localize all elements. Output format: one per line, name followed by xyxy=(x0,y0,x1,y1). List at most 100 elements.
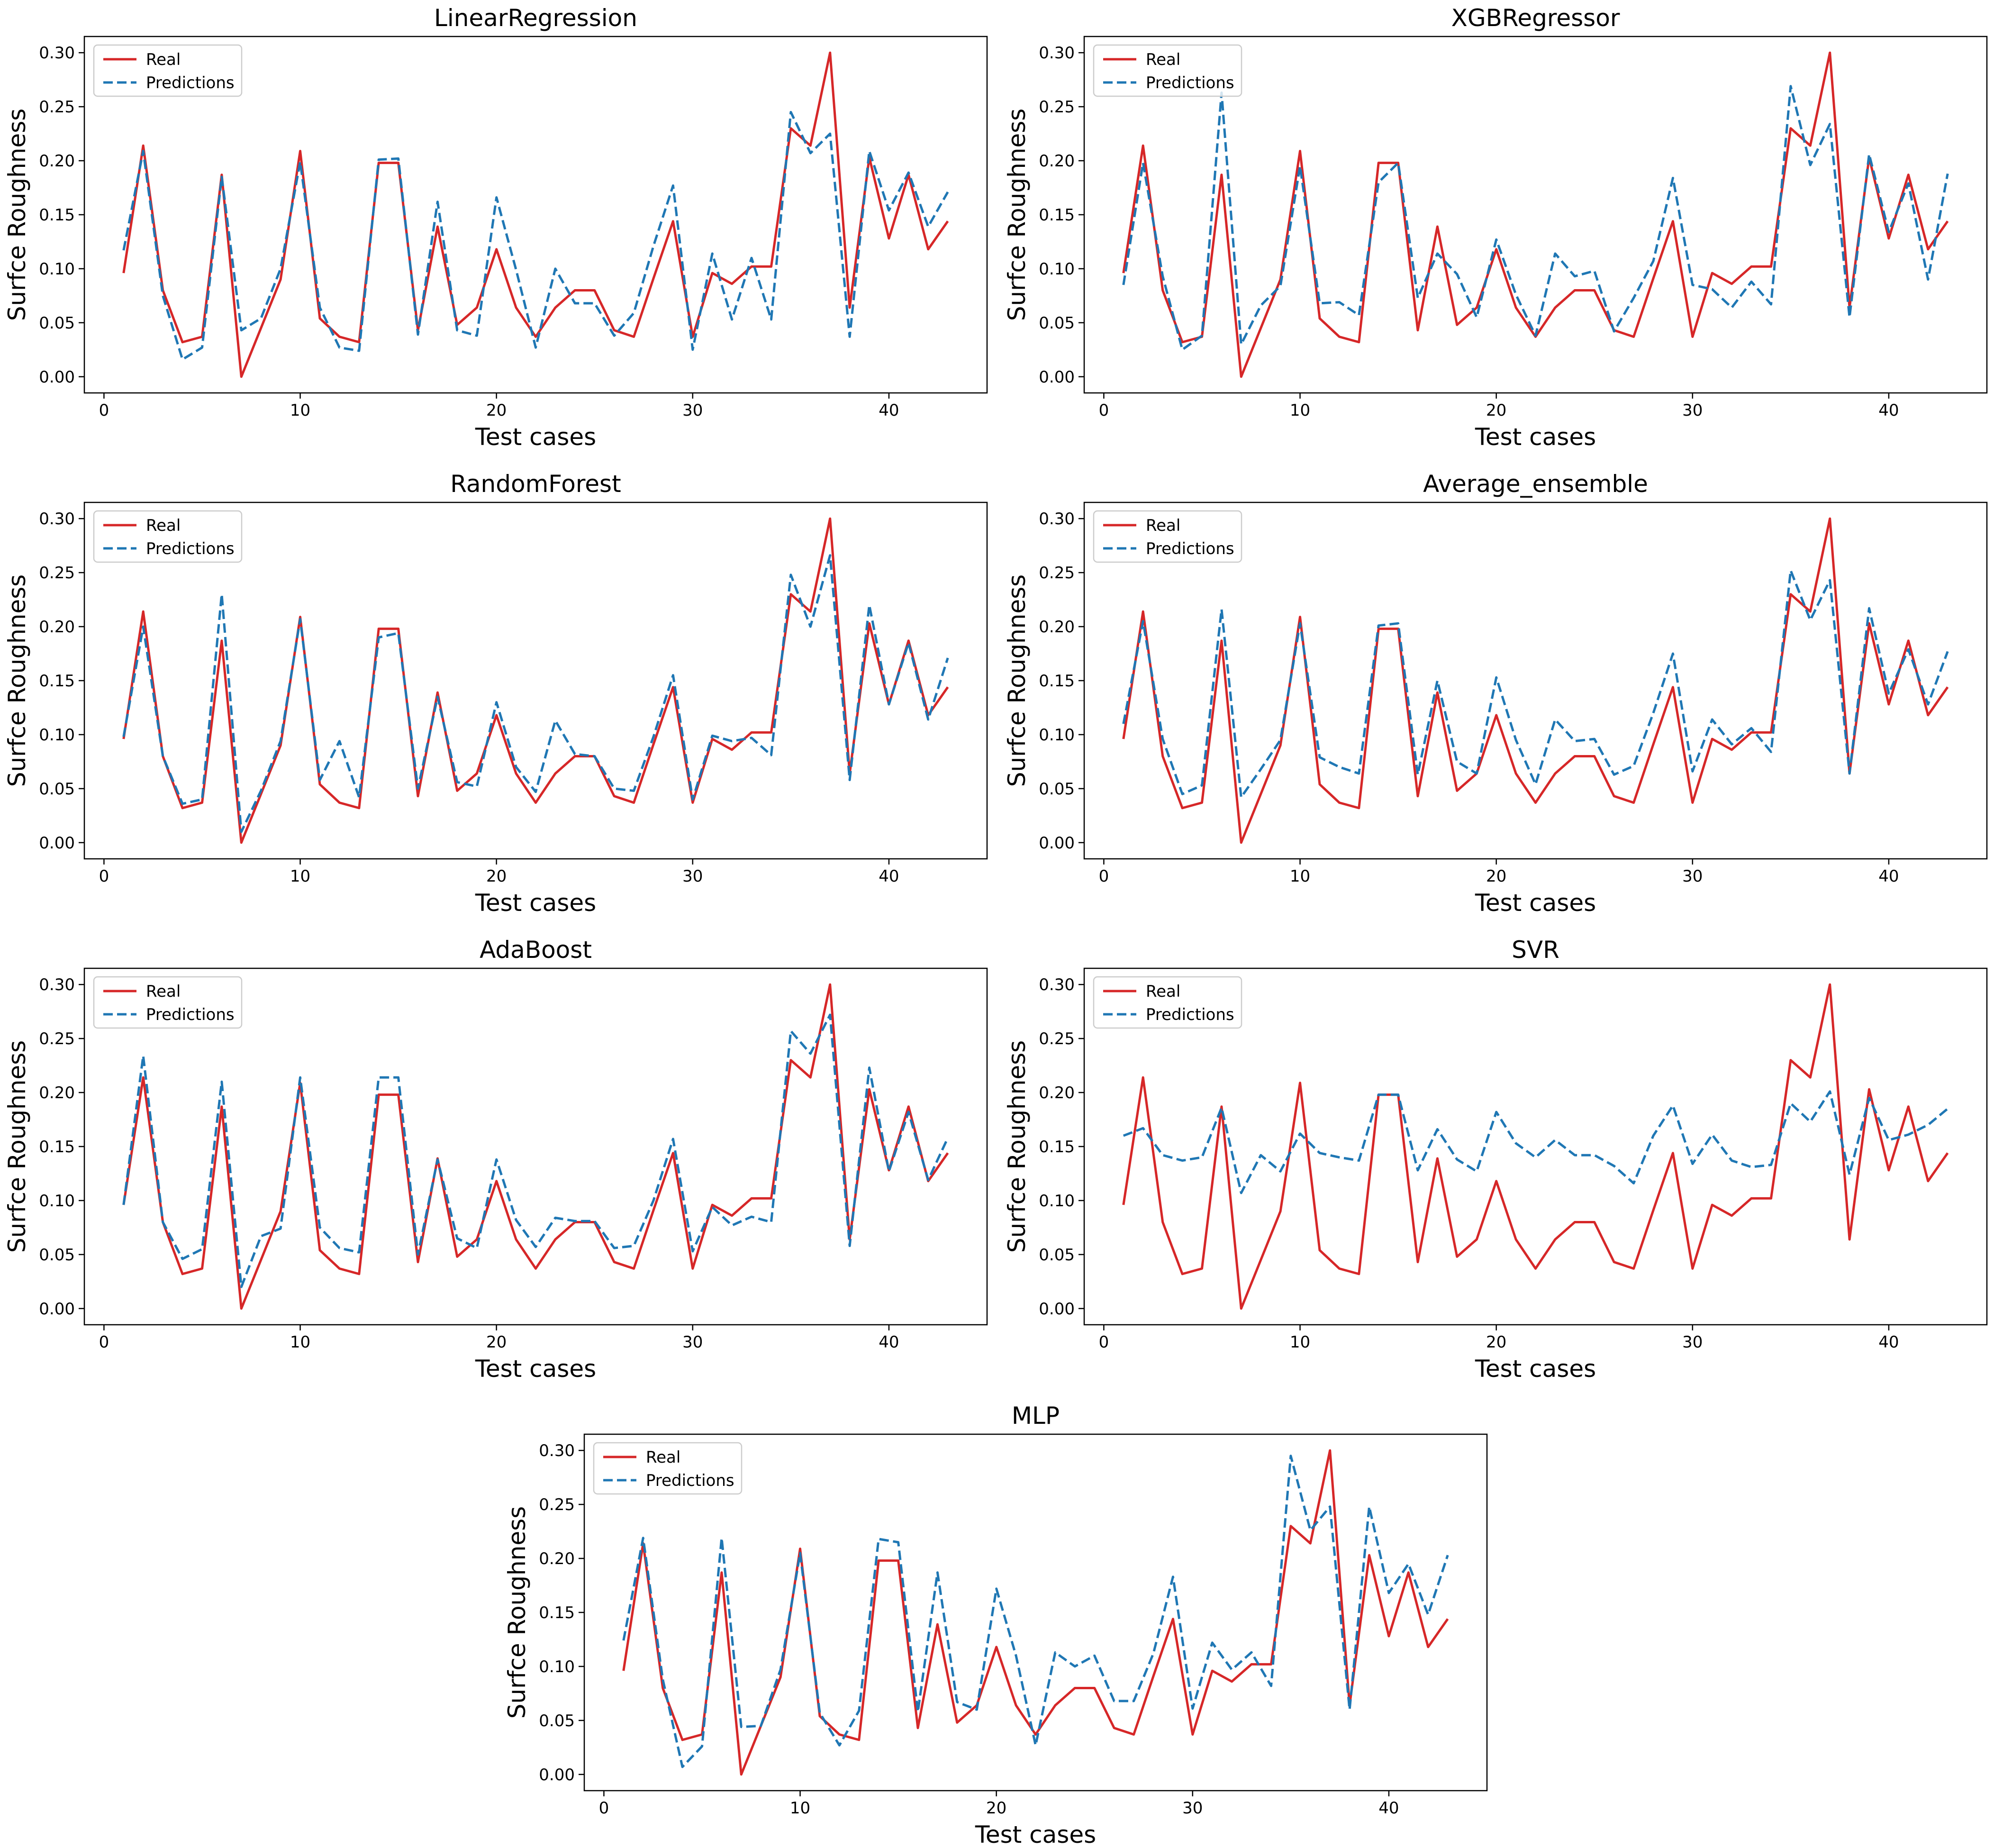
y-axis-label: Surfce Roughness xyxy=(1003,1040,1031,1253)
y-tick-label: 0.25 xyxy=(1039,1029,1075,1048)
y-tick-label: 0.00 xyxy=(1039,368,1075,387)
y-tick-label: 0.00 xyxy=(39,1300,75,1319)
x-axis-label: Test cases xyxy=(1475,1355,1596,1383)
legend: Real Predictions xyxy=(93,976,243,1029)
y-tick-label: 0.10 xyxy=(539,1657,575,1676)
y-axis-label: Surfce Roughness xyxy=(1003,109,1031,321)
x-tick-label: 40 xyxy=(1878,867,1899,886)
panel-3: Average_ensemble 0 10 20 30 40 0.00 0.05 0.10 0.1… xyxy=(1003,470,1988,917)
panel-title: Average_ensemble xyxy=(1423,470,1648,498)
y-tick-label: 0.25 xyxy=(1039,98,1075,117)
y-tick-label: 0.25 xyxy=(539,1495,575,1514)
panel-title: LinearRegression xyxy=(434,4,637,32)
x-tick-label: 10 xyxy=(790,1799,810,1818)
y-tick-label: 0.25 xyxy=(39,564,75,583)
x-tick-label: 40 xyxy=(1378,1799,1399,1818)
predictions-line xyxy=(122,1013,949,1288)
legend-real-label: Real xyxy=(146,982,181,1001)
x-axis-label: Test cases xyxy=(475,423,596,451)
predictions-line xyxy=(622,1455,1449,1768)
x-tick-label: 0 xyxy=(99,401,109,420)
panel-5: SVR 0 10 20 30 40 0.00 0.05 0.10 0.15 0.20 0.25 0.30… xyxy=(1003,936,1988,1383)
x-tick-label: 40 xyxy=(879,867,899,886)
y-tick-label: 0.15 xyxy=(39,206,75,225)
x-tick-label: 0 xyxy=(1099,867,1109,886)
y-tick-label: 0.30 xyxy=(39,44,75,63)
legend-real-label: Real xyxy=(1146,516,1180,535)
x-axis-label: Test cases xyxy=(1475,889,1596,917)
x-tick-label: 40 xyxy=(879,1333,899,1352)
panel-4: AdaBoost 0 10 20 30 40 0.00 0.05 0.10 0.15 0.20 0.2… xyxy=(3,936,988,1383)
legend: Real Predictions xyxy=(1093,44,1242,97)
x-tick-label: 30 xyxy=(682,867,703,886)
x-tick-label: 10 xyxy=(1290,1333,1310,1352)
y-tick-label: 0.10 xyxy=(1039,1192,1075,1211)
y-tick-label: 0.05 xyxy=(539,1711,575,1730)
legend-predictions-label: Predictions xyxy=(146,73,235,92)
y-tick-label: 0.10 xyxy=(1039,726,1075,745)
y-tick-label: 0.25 xyxy=(39,98,75,117)
legend: Real Predictions xyxy=(93,44,243,97)
legend-predictions-label: Predictions xyxy=(146,1005,235,1024)
y-tick-label: 0.15 xyxy=(39,672,75,691)
legend-real-label: Real xyxy=(146,50,181,69)
x-tick-label: 10 xyxy=(1290,867,1310,886)
legend-predictions-label: Predictions xyxy=(646,1471,734,1490)
y-tick-label: 0.05 xyxy=(1039,314,1075,333)
x-tick-label: 20 xyxy=(986,1799,1006,1818)
y-tick-label: 0.30 xyxy=(1039,510,1075,528)
panel-title: AdaBoost xyxy=(480,936,592,964)
y-axis-label: Surfce Roughness xyxy=(3,1040,31,1253)
predictions-line xyxy=(122,554,949,833)
panel-title: RandomForest xyxy=(450,470,621,498)
y-axis-label: Surfce Roughness xyxy=(3,574,31,787)
legend-predictions-label: Predictions xyxy=(1146,1005,1234,1024)
y-tick-label: 0.00 xyxy=(539,1766,575,1784)
legend: Real Predictions xyxy=(593,1442,743,1495)
x-tick-label: 20 xyxy=(1486,401,1506,420)
x-axis-label: Test cases xyxy=(475,1355,596,1383)
x-tick-label: 20 xyxy=(486,867,507,886)
panel-1: XGBRegressor 0 10 20 30 40 0.00 0.05 0.10 0.15 0.2… xyxy=(1003,4,1988,451)
y-tick-label: 0.15 xyxy=(539,1603,575,1622)
y-tick-label: 0.30 xyxy=(539,1441,575,1460)
y-tick-label: 0.05 xyxy=(39,1246,75,1265)
real-line xyxy=(122,983,949,1310)
x-tick-label: 0 xyxy=(99,867,109,886)
y-tick-label: 0.05 xyxy=(1039,780,1075,799)
panel-title: MLP xyxy=(1012,1402,1060,1429)
x-tick-label: 30 xyxy=(682,1333,703,1352)
predictions-line xyxy=(1123,1090,1949,1194)
panel-title: SVR xyxy=(1512,936,1559,964)
x-axis-label: Test cases xyxy=(475,889,596,917)
y-axis-label: Surfce Roughness xyxy=(3,109,31,321)
x-tick-label: 30 xyxy=(1182,1799,1203,1818)
y-tick-label: 0.15 xyxy=(1039,672,1075,691)
x-tick-label: 30 xyxy=(1682,867,1703,886)
y-tick-label: 0.20 xyxy=(539,1549,575,1568)
x-tick-label: 10 xyxy=(290,401,310,420)
y-tick-label: 0.05 xyxy=(39,780,75,799)
y-tick-label: 0.15 xyxy=(1039,1138,1075,1156)
y-axis-label: Surfce Roughness xyxy=(503,1506,531,1719)
x-tick-label: 20 xyxy=(1486,1333,1506,1352)
legend: Real Predictions xyxy=(93,510,243,563)
y-tick-label: 0.20 xyxy=(1039,618,1075,637)
legend-predictions-label: Predictions xyxy=(1146,539,1234,558)
y-axis-label: Surfce Roughness xyxy=(1003,574,1031,787)
y-tick-label: 0.25 xyxy=(39,1029,75,1048)
y-tick-label: 0.30 xyxy=(39,975,75,994)
x-axis-label: Test cases xyxy=(975,1821,1096,1848)
legend: Real Predictions xyxy=(1093,976,1242,1029)
real-line xyxy=(122,517,949,844)
real-line xyxy=(1122,51,1949,378)
x-tick-label: 40 xyxy=(1878,401,1899,420)
x-tick-label: 20 xyxy=(486,401,507,420)
legend-predictions-label: Predictions xyxy=(1146,73,1234,92)
y-tick-label: 0.15 xyxy=(1039,206,1075,225)
y-tick-label: 0.20 xyxy=(1039,152,1075,171)
panel-0: LinearRegression 0 10 20 30 40 0.00 0.05 0.10 0.1… xyxy=(3,4,988,451)
panel-title: XGBRegressor xyxy=(1451,4,1620,32)
legend: Real Predictions xyxy=(1093,510,1242,563)
